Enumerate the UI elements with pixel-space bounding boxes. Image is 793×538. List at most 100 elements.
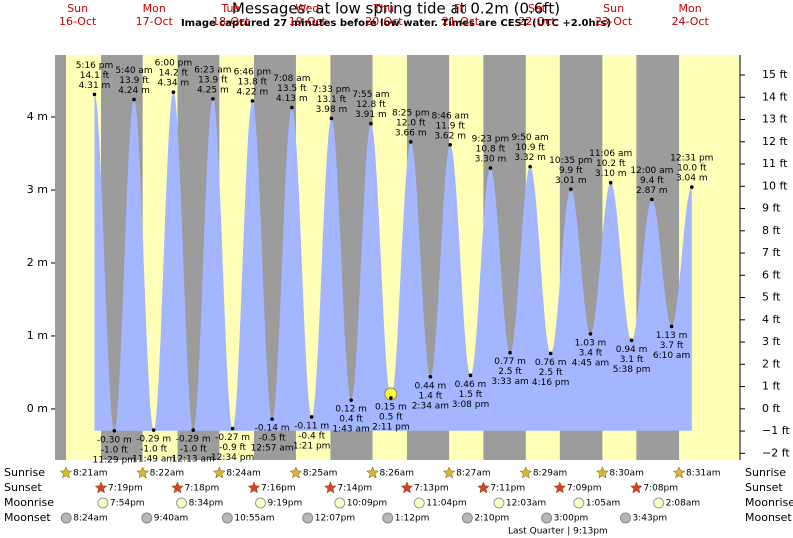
- y2-tick-label: 7 ft: [762, 246, 781, 259]
- sunset-icon: [629, 481, 643, 494]
- y2-tick-label: 2 ft: [762, 357, 781, 370]
- row-label: Moonset: [4, 511, 51, 524]
- y-tick-label: 4 m: [27, 110, 48, 123]
- sunrise-icon: [289, 466, 303, 479]
- tide-label: 7:08 am: [273, 74, 310, 84]
- moonrise-icon: [97, 497, 109, 509]
- sunset-icon: [94, 481, 108, 494]
- tide-point: [408, 140, 413, 144]
- tide-label: -0.9 ft: [219, 443, 246, 453]
- sunrise-icon: [366, 466, 379, 479]
- tide-label: 9.9 ft: [559, 166, 583, 176]
- tide-point: [230, 426, 235, 431]
- sunset-icon: [171, 481, 184, 494]
- y2-tick-label: 0 ft: [762, 402, 781, 415]
- moonset-icon: [382, 512, 394, 524]
- moonrise-icon: [493, 497, 505, 509]
- tide-label: 4.31 m: [79, 81, 111, 91]
- tide-point: [132, 97, 136, 102]
- tide-point: [488, 166, 493, 170]
- event-time: 9:40am: [154, 514, 189, 524]
- tide-point: [690, 185, 694, 189]
- tide-point: [508, 350, 512, 355]
- tide-label: 0.4 ft: [339, 415, 363, 425]
- tide-point: [608, 180, 613, 185]
- sunrise-icon: [596, 466, 609, 479]
- event-time: 8:29am: [533, 469, 568, 479]
- tide-point: [112, 429, 117, 433]
- tide-label: 2.5 ft: [498, 367, 522, 377]
- tide-area: [94, 92, 692, 431]
- area-layer: [94, 92, 692, 431]
- tide-label: -1.0 ft: [180, 445, 207, 455]
- tide-label: 0.94 m: [616, 345, 648, 355]
- tide-label: -1.0 ft: [140, 445, 167, 455]
- event-time: 8:24am: [226, 469, 260, 479]
- moonrise-icon: [653, 497, 665, 509]
- y2-tick-label: 11 ft: [762, 157, 788, 170]
- tide-label: 7:55 am: [352, 90, 389, 100]
- day-date: 21-Oct: [442, 15, 480, 28]
- tide-label: 6:46 pm: [234, 67, 272, 77]
- tide-point: [191, 428, 196, 432]
- tide-label: 3.91 m: [355, 110, 387, 120]
- row-label: Moonrise: [4, 496, 54, 509]
- tide-label: 3.30 m: [475, 155, 507, 165]
- tide-point: [369, 121, 373, 126]
- tide-point: [92, 92, 97, 97]
- y2-tick-label: 3 ft: [762, 335, 781, 348]
- tide-label: 5:38 pm: [613, 365, 651, 375]
- day-name: Thu: [373, 2, 395, 15]
- moonset-icon: [461, 512, 473, 524]
- tide-point: [548, 351, 553, 356]
- tide-label: 12:34 pm: [211, 453, 254, 463]
- tide-label: 12.8 ft: [356, 100, 386, 110]
- event-time: 9:19pm: [268, 499, 303, 509]
- sunrise-icon: [442, 466, 456, 479]
- tide-point: [250, 99, 255, 103]
- tide-label: 2.87 m: [636, 186, 668, 196]
- event-time: 8:31am: [686, 469, 721, 479]
- tide-label: 7:33 pm: [313, 85, 351, 95]
- tide-point: [270, 417, 274, 421]
- tide-label: 2:11 pm: [372, 422, 410, 432]
- tide-label: 13.1 ft: [317, 95, 347, 105]
- event-time: 7:09pm: [567, 484, 602, 494]
- row-label: Moonset: [745, 511, 792, 524]
- tide-point: [349, 398, 353, 402]
- tide-point: [329, 116, 334, 121]
- tide-label: 0.15 m: [375, 402, 407, 412]
- tide-label: 1.13 m: [656, 331, 688, 341]
- chart-title: Messages: at low spring tide at 0.2m (0.…: [232, 0, 560, 18]
- moon-phase: Last Quarter | 9:13pm: [508, 527, 608, 537]
- tide-label: 9.4 ft: [640, 176, 664, 186]
- event-time: 8:26am: [380, 469, 415, 479]
- event-time: 8:34pm: [189, 499, 224, 509]
- day-name: Sun: [67, 2, 88, 15]
- tide-point: [309, 415, 314, 419]
- tide-label: -0.14 m: [255, 424, 290, 434]
- event-time: 7:14pm: [337, 484, 372, 494]
- y2-tick-label: 5 ft: [762, 291, 781, 304]
- tide-point: [389, 396, 393, 400]
- day-name: Mon: [679, 2, 702, 15]
- day-date: 20-Oct: [365, 15, 403, 28]
- y2-tick-label: 13 ft: [762, 113, 788, 126]
- event-time: 7:08pm: [643, 484, 678, 494]
- day-date: 19-Oct: [289, 15, 327, 28]
- moonrise-icon: [334, 497, 346, 509]
- moonrise-icon: [255, 497, 267, 509]
- y-tick-label: 3 m: [27, 183, 48, 196]
- tide-label: 3.1 ft: [620, 355, 644, 365]
- event-time: 7:54pm: [110, 499, 145, 509]
- tide-label: 3.01 m: [555, 176, 587, 186]
- tide-label: 6:10 am: [653, 351, 690, 361]
- sunrise-icon: [212, 466, 226, 479]
- tide-point: [588, 331, 593, 336]
- tide-point: [528, 164, 532, 169]
- tide-label: 1.5 ft: [459, 390, 483, 400]
- event-time: 8:25am: [303, 469, 338, 479]
- row-label: Moonrise: [745, 496, 793, 509]
- y2-tick-label: 12 ft: [762, 135, 788, 148]
